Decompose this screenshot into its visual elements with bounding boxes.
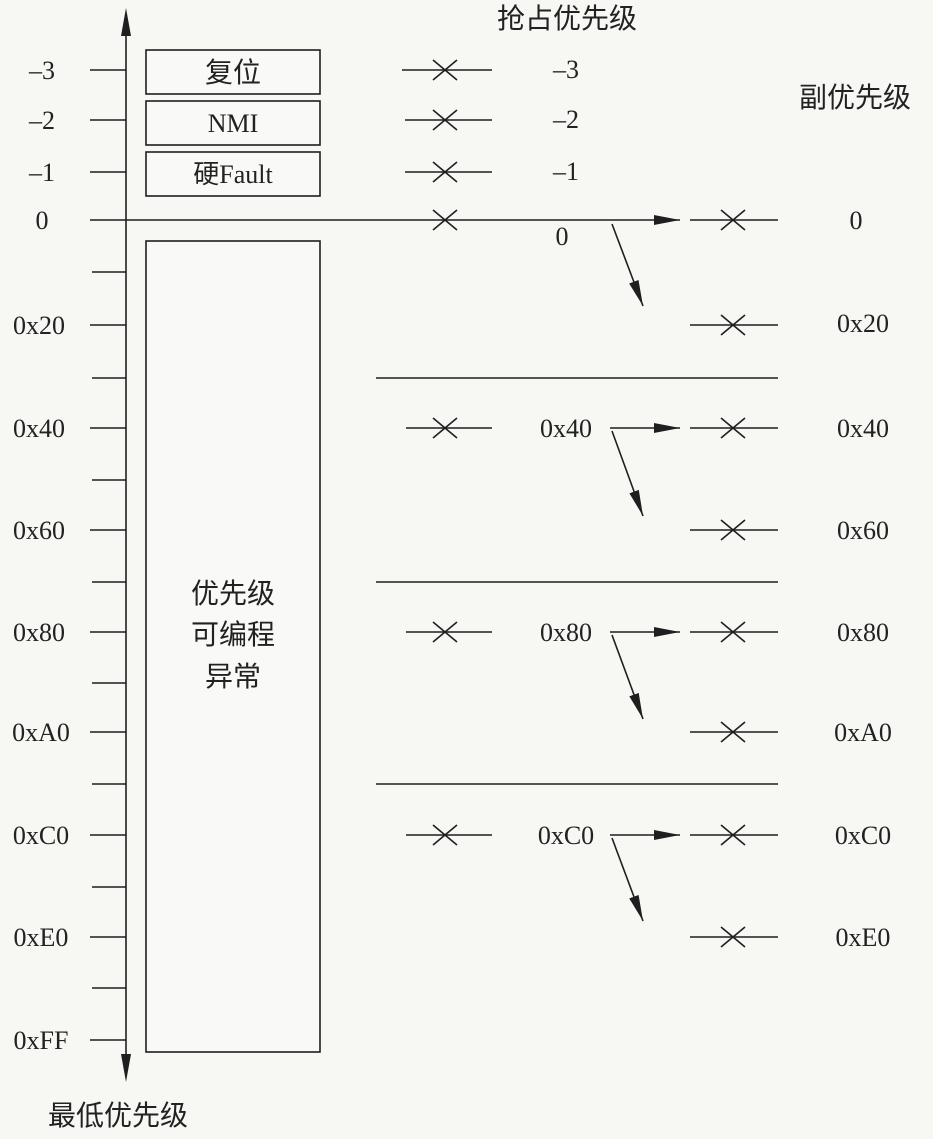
preemption-label: –1 (552, 157, 579, 186)
programmable-label-line: 可编程 (191, 619, 275, 651)
preemption-label: 0 (556, 222, 569, 251)
subpriority-cross-icon (720, 519, 746, 541)
axis-label: –3 (28, 56, 55, 85)
lowest-priority-label: 最低优先级 (48, 1100, 188, 1132)
hard-fault-label: 硬Fault (193, 160, 273, 189)
arrow-diagonal-icon (611, 634, 644, 720)
subpriority-label: 0x60 (837, 516, 889, 545)
preemption-priority-title: 抢占优先级 (497, 3, 637, 35)
axis-label: 0xFF (14, 1026, 69, 1055)
preemption-cross-icon (432, 59, 458, 81)
arrow-diagonal-icon (611, 223, 644, 307)
axis-arrow-up-icon (121, 8, 131, 36)
subpriority-label: 0xC0 (835, 821, 891, 850)
subpriority-marks (690, 209, 778, 948)
subpriority-labels: 0 0x20 0x40 0x60 0x80 0xA0 0xC0 0xE0 (834, 206, 892, 952)
subpriority-label: 0x20 (837, 309, 889, 338)
preemption-label: 0xC0 (538, 821, 594, 850)
axis-label: –2 (28, 106, 55, 135)
subpriority-cross-icon (720, 209, 746, 231)
subpriority-label: 0x80 (837, 618, 889, 647)
subpriority-cross-icon (720, 417, 746, 439)
subpriority-cross-icon (720, 721, 746, 743)
subpriority-cross-icon (720, 824, 746, 846)
subpriority-cross-icon (720, 314, 746, 336)
axis-label: 0x80 (13, 618, 65, 647)
group-separators (376, 377, 778, 785)
subpriority-title: 副优先级 (799, 82, 911, 114)
preemption-cross-icon (432, 417, 458, 439)
axis-label: 0xA0 (12, 718, 70, 747)
axis-label: –1 (28, 158, 55, 187)
preemption-cross-icon (432, 621, 458, 643)
reset-label: 复位 (205, 57, 261, 89)
programmable-label-line: 异常 (205, 661, 261, 693)
axis-label: 0x40 (13, 414, 65, 443)
preemption-labels: –3 –2 –1 0 0x40 0x80 0xC0 (538, 55, 594, 850)
axis-label: 0xC0 (13, 821, 69, 850)
subpriority-label: 0x40 (837, 414, 889, 443)
subpriority-cross-icon (720, 926, 746, 948)
axis-labels: –3 –2 –1 0 0x20 0x40 0x60 0x80 0xA0 0xC0… (12, 56, 70, 1055)
reset-box: 复位 (145, 49, 321, 95)
programmable-exceptions-box: 优先级 可编程 异常 (145, 240, 321, 1053)
preemption-label: 0x80 (540, 618, 592, 647)
programmable-label-line: 优先级 (191, 578, 275, 610)
subpriority-label: 0xA0 (834, 718, 892, 747)
preemption-cross-icon (432, 109, 458, 131)
axis-arrow-down-icon (121, 1054, 131, 1082)
axis-label: 0x60 (13, 516, 65, 545)
arrow-diagonal-icon (611, 430, 644, 517)
subpriority-arrows (610, 223, 680, 922)
preemption-cross-icon (432, 209, 458, 231)
subpriority-label: 0 (850, 206, 863, 235)
preemption-label: 0x40 (540, 414, 592, 443)
axis-label: 0xE0 (14, 923, 69, 952)
preemption-cross-icon (432, 161, 458, 183)
axis-ticks (90, 69, 126, 1041)
nmi-label: NMI (208, 109, 259, 138)
preemption-label: –2 (552, 105, 579, 134)
preemption-marks (402, 59, 492, 846)
preemption-cross-icon (432, 824, 458, 846)
priority-axis (121, 8, 131, 1082)
hard-fault-box: 硬Fault (145, 151, 321, 197)
preemption-label: –3 (552, 55, 579, 84)
axis-label: 0x20 (13, 311, 65, 340)
arrow-diagonal-icon (611, 837, 644, 922)
subpriority-cross-icon (720, 621, 746, 643)
nmi-box: NMI (145, 100, 321, 146)
axis-label: 0 (36, 206, 49, 235)
subpriority-label: 0xE0 (836, 923, 891, 952)
